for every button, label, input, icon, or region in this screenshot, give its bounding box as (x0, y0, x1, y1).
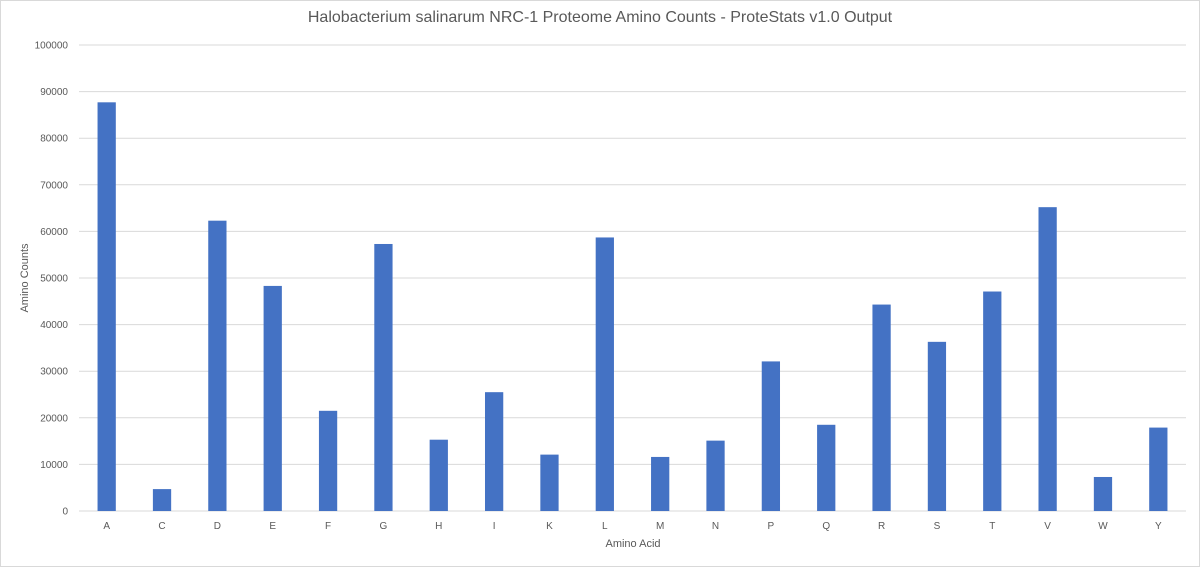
bar-W (1093, 476, 1113, 511)
gridlines (79, 44, 1186, 512)
bar-K (540, 454, 559, 511)
bar-L (595, 237, 614, 511)
x-tick-label: D (214, 521, 221, 532)
bar-R (872, 304, 891, 511)
x-tick-label: G (380, 521, 388, 532)
bar-S (927, 341, 947, 511)
x-tick-label: Q (822, 521, 830, 532)
x-tick-label: F (325, 521, 331, 532)
x-tick-label: Y (1155, 521, 1162, 532)
x-axis-label: Amino Acid (605, 538, 661, 550)
bar-D (208, 220, 227, 511)
y-tick-label: 80000 (40, 134, 68, 145)
bar-V (1038, 207, 1057, 511)
x-tick-label: A (103, 521, 110, 532)
x-tick-label: R (878, 521, 885, 532)
x-tick-label: W (1098, 521, 1108, 532)
x-tick-label: K (546, 521, 553, 532)
bar-N (706, 440, 725, 511)
x-tick-label: S (934, 521, 941, 532)
chart-title: Halobacterium salinarum NRC-1 Proteome A… (307, 9, 893, 26)
bar-T (983, 291, 1002, 511)
y-tick-label: 30000 (40, 367, 68, 378)
y-tick-label: 60000 (40, 227, 68, 238)
bar-A (97, 102, 116, 512)
x-tick-label: V (1044, 521, 1051, 532)
y-tick-label: 90000 (40, 87, 68, 98)
y-tick-label: 20000 (40, 413, 68, 424)
bar-Y (1149, 427, 1168, 511)
bar-C (152, 489, 172, 511)
bar-series (97, 102, 1168, 512)
bar-H (429, 439, 448, 511)
x-tick-label: H (435, 521, 442, 532)
x-tick-label: M (656, 521, 664, 532)
x-tick-label: I (493, 521, 496, 532)
y-tick-label: 100000 (35, 41, 69, 52)
x-tick-label: L (602, 521, 608, 532)
y-tick-label: 50000 (40, 274, 68, 285)
y-tick-labels: 0 10000 20000 30000 40000 50000 60000 70000 8000… (35, 41, 69, 518)
x-tick-label: P (768, 521, 775, 532)
bar-Q (817, 424, 836, 511)
bar-P (761, 361, 781, 511)
y-tick-label: 0 (62, 507, 68, 518)
y-tick-label: 70000 (40, 180, 68, 191)
bar-I (484, 392, 504, 511)
x-tick-label: E (269, 521, 276, 532)
x-tick-label: C (158, 521, 165, 532)
y-tick-label: 40000 (40, 320, 68, 331)
bar-G (374, 243, 393, 511)
x-tick-label: T (989, 521, 995, 532)
bar-E (263, 285, 282, 511)
y-tick-label: 10000 (40, 460, 68, 471)
bar-F (318, 410, 338, 511)
x-tick-label: N (712, 521, 719, 532)
bar-M (651, 456, 670, 511)
